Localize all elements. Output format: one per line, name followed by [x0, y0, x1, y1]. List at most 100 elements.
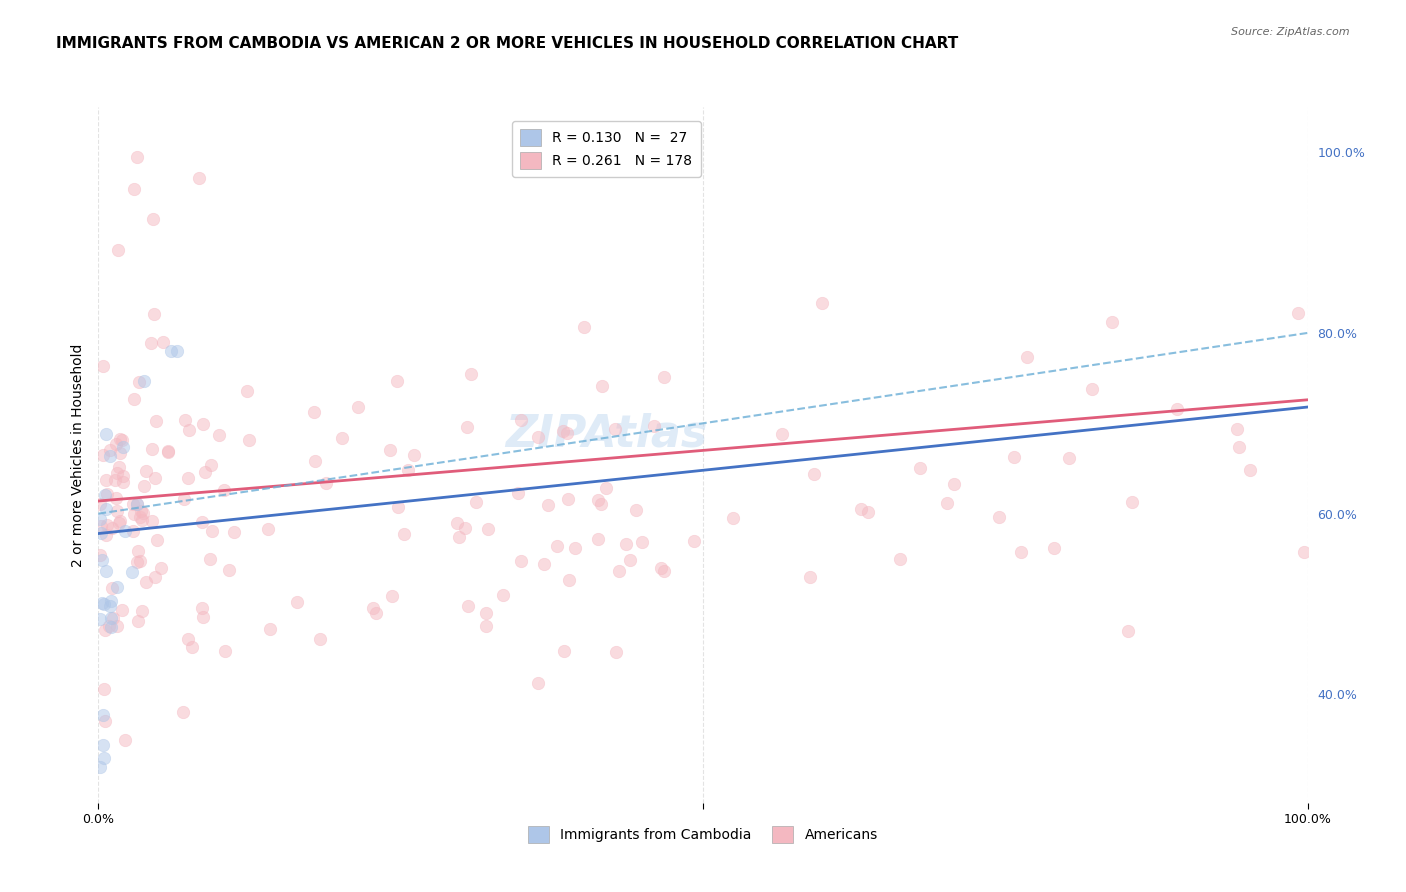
Point [1101, 314, 1123, 328]
Point [105, 619, 128, 633]
Point [172, 706, 194, 720]
Point [557, 426, 579, 441]
Point [603, 422, 626, 436]
Point [605, 645, 627, 659]
Point [363, 601, 385, 615]
Point [396, 463, 419, 477]
Point [616, 536, 638, 550]
Point [1080, 382, 1102, 396]
Point [152, 334, 174, 349]
Point [889, 551, 911, 566]
Point [105, 504, 128, 518]
Point [302, 405, 325, 419]
Point [194, 465, 217, 479]
Point [492, 589, 515, 603]
Point [100, 619, 122, 633]
Point [378, 442, 401, 457]
Point [107, 516, 129, 530]
Point [134, 479, 156, 493]
Point [683, 534, 706, 549]
Text: Source: ZipAtlas.com: Source: ZipAtlas.com [1232, 27, 1350, 37]
Point [1294, 544, 1316, 558]
Point [191, 417, 214, 431]
Point [129, 503, 152, 517]
Point [910, 461, 932, 475]
Point [546, 539, 568, 553]
Point [128, 376, 150, 390]
Point [387, 500, 409, 514]
Point [111, 440, 134, 454]
Point [122, 497, 145, 511]
Point [91, 738, 114, 752]
Point [631, 535, 654, 549]
Point [96, 487, 118, 501]
Point [1057, 451, 1080, 466]
Point [111, 433, 134, 447]
Point [89, 548, 111, 562]
Point [93, 714, 115, 729]
Point [474, 606, 496, 620]
Point [259, 622, 281, 636]
Point [557, 492, 579, 507]
Point [107, 243, 129, 257]
Point [624, 503, 647, 517]
Point [177, 470, 200, 484]
Point [201, 524, 224, 538]
Point [91, 448, 114, 462]
Point [142, 307, 165, 321]
Point [177, 423, 200, 437]
Point [770, 427, 793, 442]
Point [94, 501, 117, 516]
Point [174, 412, 197, 426]
Point [851, 501, 873, 516]
Point [454, 521, 477, 535]
Point [127, 555, 149, 569]
Point [191, 516, 214, 530]
Point [595, 481, 617, 495]
Point [366, 607, 388, 621]
Point [91, 359, 114, 373]
Point [131, 513, 153, 527]
Point [127, 543, 149, 558]
Point [94, 624, 117, 638]
Point [143, 471, 166, 485]
Point [572, 319, 595, 334]
Point [173, 492, 195, 507]
Point [347, 400, 370, 414]
Point [588, 492, 610, 507]
Point [112, 475, 135, 490]
Point [208, 427, 231, 442]
Point [218, 563, 240, 577]
Point [101, 521, 124, 535]
Point [526, 430, 548, 444]
Point [91, 596, 114, 610]
Point [114, 732, 136, 747]
Point [402, 448, 425, 462]
Point [810, 295, 832, 310]
Point [100, 611, 122, 625]
Point [114, 524, 136, 539]
Point [141, 442, 163, 456]
Point [100, 581, 122, 595]
Point [134, 374, 156, 388]
Point [188, 170, 211, 185]
Point [799, 569, 821, 583]
Point [146, 533, 169, 547]
Point [107, 459, 129, 474]
Point [235, 384, 257, 398]
Point [131, 604, 153, 618]
Point [509, 412, 531, 426]
Point [200, 458, 222, 472]
Point [506, 486, 529, 500]
Y-axis label: 2 or more Vehicles in Household: 2 or more Vehicles in Household [70, 343, 84, 566]
Point [1010, 545, 1032, 559]
Point [558, 574, 581, 588]
Point [381, 589, 404, 603]
Point [90, 553, 112, 567]
Point [214, 644, 236, 658]
Point [191, 601, 214, 615]
Point [721, 511, 744, 525]
Point [1116, 624, 1139, 638]
Point [108, 514, 131, 528]
Point [160, 344, 183, 359]
